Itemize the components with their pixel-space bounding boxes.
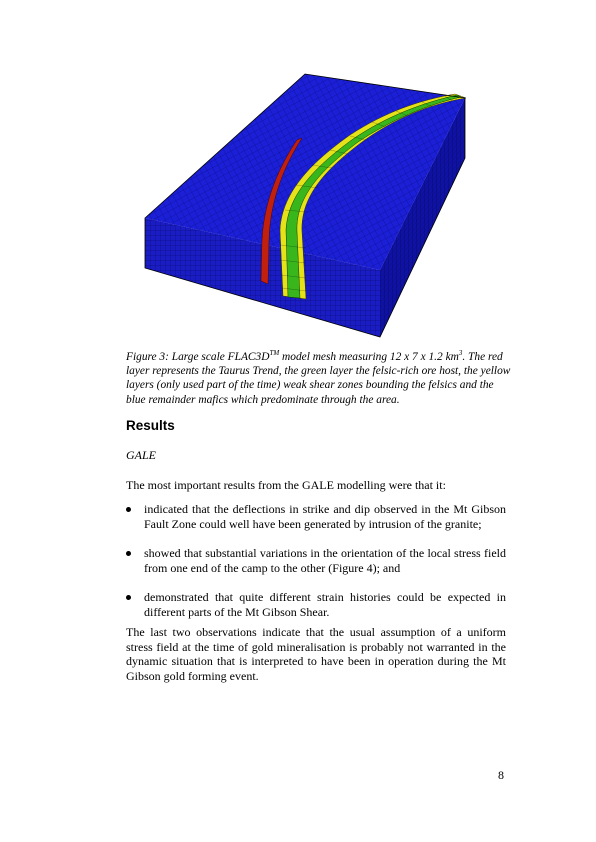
list-item: indicated that the deflections in strike… bbox=[126, 502, 506, 531]
mesh-gridlines bbox=[279, 95, 453, 292]
felsic-layer bbox=[285, 94, 462, 299]
results-list: indicated that the deflections in strike… bbox=[126, 502, 506, 635]
intro-sentence: The most important results from the GALE… bbox=[126, 478, 446, 492]
page-number: 8 bbox=[498, 768, 504, 782]
bullet-icon bbox=[126, 507, 131, 512]
list-item: demonstrated that quite different strain… bbox=[126, 590, 506, 619]
taurus-trend-layer bbox=[260, 137, 303, 285]
mesh-illustration bbox=[144, 73, 467, 338]
bullet-icon bbox=[126, 595, 131, 601]
section-heading: Results bbox=[126, 418, 175, 433]
body-paragraph: The last two observations indicate that … bbox=[126, 625, 506, 683]
flac3d-mesh-figure bbox=[140, 70, 470, 338]
section-subheading: GALE bbox=[126, 448, 156, 462]
list-item: showed that substantial variations in th… bbox=[126, 546, 506, 575]
figure-caption: Figure 3: Large scale FLAC3DTM model mes… bbox=[126, 349, 511, 406]
bullet-icon bbox=[126, 551, 131, 557]
